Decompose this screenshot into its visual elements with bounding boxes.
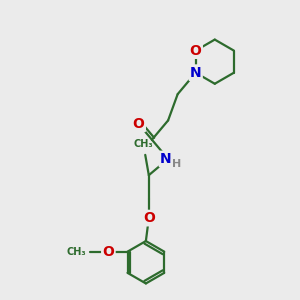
Text: N: N: [160, 152, 172, 166]
Text: O: O: [102, 245, 114, 259]
Text: H: H: [172, 159, 181, 169]
Text: CH₃: CH₃: [66, 247, 86, 257]
Text: CH₃: CH₃: [134, 139, 154, 149]
Text: N: N: [190, 66, 202, 80]
Text: O: O: [190, 44, 202, 58]
Text: O: O: [143, 211, 155, 225]
Text: O: O: [133, 117, 145, 131]
